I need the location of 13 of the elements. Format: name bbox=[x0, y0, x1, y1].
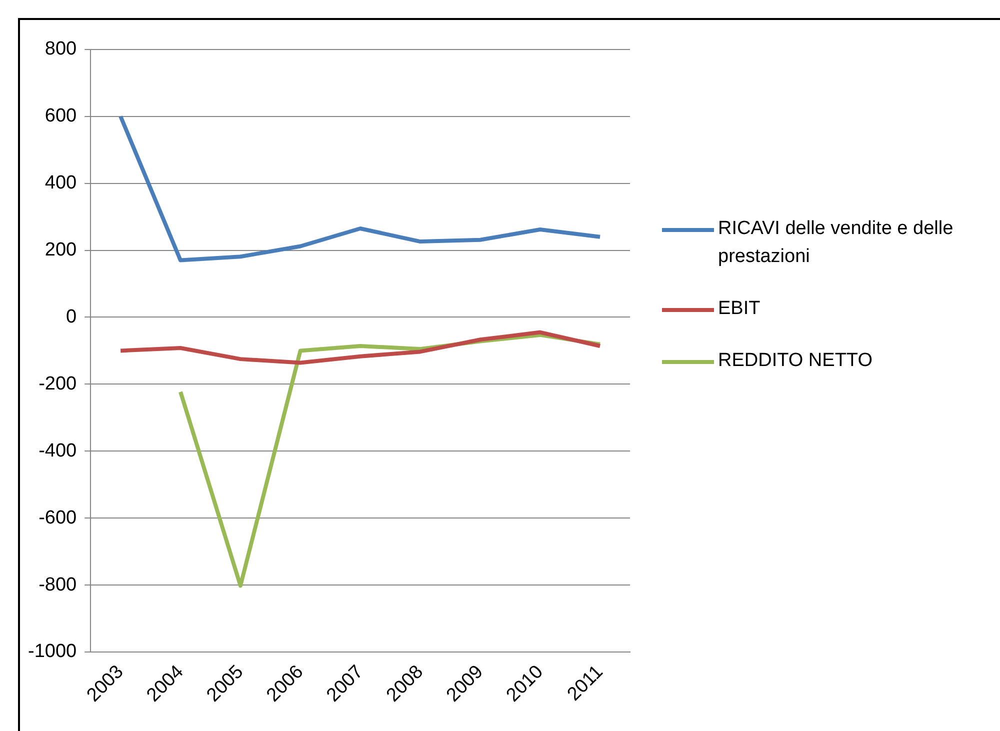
y-tick-label: -400 bbox=[38, 440, 77, 462]
y-tick-label: 0 bbox=[66, 306, 77, 328]
y-tick-label: -1000 bbox=[28, 641, 77, 662]
legend-label: REDDITO NETTO bbox=[718, 350, 872, 371]
y-tick-label: -800 bbox=[38, 574, 77, 596]
legend-label: EBIT bbox=[718, 298, 760, 319]
y-tick-label: -600 bbox=[38, 507, 77, 528]
y-tick-label: 600 bbox=[44, 106, 77, 127]
y-tick-label: 400 bbox=[44, 172, 77, 194]
y-tick-label: 200 bbox=[44, 240, 77, 260]
y-tick-label: 800 bbox=[44, 38, 77, 60]
y-tick-label: -200 bbox=[38, 373, 77, 394]
legend-label: RICAVI delle vendite e delle prestazioni bbox=[718, 218, 954, 267]
